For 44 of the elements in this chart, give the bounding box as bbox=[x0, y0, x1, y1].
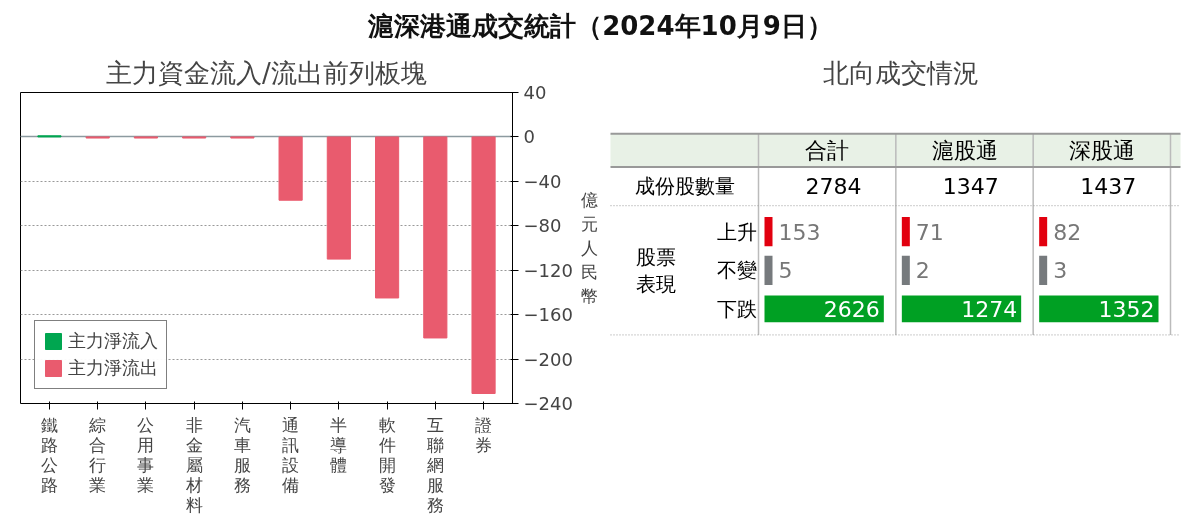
y-tick-label: 0 bbox=[523, 126, 535, 148]
y-tick-label: −40 bbox=[523, 170, 562, 192]
chart-subtitle: 主力資金流入/流出前列板塊 bbox=[106, 57, 427, 88]
data-label: 2784 bbox=[805, 174, 862, 200]
data-label: 1352 bbox=[1098, 296, 1155, 322]
text: 成份股數量 bbox=[634, 174, 735, 199]
y-tick-label: −120 bbox=[523, 259, 573, 281]
data-label: 71 bbox=[915, 219, 944, 245]
y-tick-label: −160 bbox=[523, 304, 573, 326]
data-label: 1437 bbox=[1080, 174, 1137, 200]
x-tick-label: 半導體 bbox=[330, 414, 348, 475]
y-axis-title: 億元人民幣 bbox=[580, 190, 598, 306]
x-tick-label: 互聯網服務 bbox=[425, 414, 444, 515]
y-tick-label: −200 bbox=[523, 348, 573, 370]
data-label: 2 bbox=[915, 258, 930, 284]
category-label: 合計 bbox=[805, 137, 850, 163]
data-label: 153 bbox=[778, 219, 821, 245]
category-label: 深股通 bbox=[1068, 137, 1135, 163]
x-tick-label: 鐵路公路 bbox=[40, 414, 58, 495]
y-tick-label: −240 bbox=[523, 393, 573, 414]
text: 股票表現 bbox=[635, 245, 676, 296]
y-tick-label: −80 bbox=[523, 215, 562, 237]
series-label: 下跌 bbox=[716, 296, 757, 321]
y-tick-label: 40 bbox=[523, 82, 547, 103]
data-label: 1274 bbox=[961, 296, 1018, 322]
x-tick-label: 軟件開發 bbox=[378, 414, 396, 495]
x-tick-label: 通訊設備 bbox=[282, 414, 300, 495]
x-tick-label: 公用事業 bbox=[137, 414, 155, 495]
data-label: 82 bbox=[1053, 219, 1082, 245]
category-label: 滬股通 bbox=[931, 137, 998, 163]
data-label: 1347 bbox=[942, 174, 999, 200]
data-label: 5 bbox=[778, 258, 793, 284]
x-tick-label: 非金屬材料 bbox=[184, 414, 203, 515]
data-label: 2626 bbox=[823, 296, 880, 322]
legend-label: 主力淨流出 bbox=[68, 356, 158, 380]
data-label: 3 bbox=[1053, 258, 1068, 284]
x-tick-label: 證券 bbox=[475, 414, 493, 455]
x-tick-label: 綜合行業 bbox=[88, 414, 107, 495]
text: 北向成交情況 bbox=[822, 57, 979, 88]
legend-label: 上升 bbox=[716, 219, 757, 244]
text: 滬深港通成交統計（2024年10月9日） bbox=[367, 10, 833, 41]
x-tick-label: 汽車服務 bbox=[233, 414, 251, 495]
legend-label: 主力淨流入 bbox=[68, 329, 158, 353]
legend-label: 不變 bbox=[716, 258, 757, 283]
